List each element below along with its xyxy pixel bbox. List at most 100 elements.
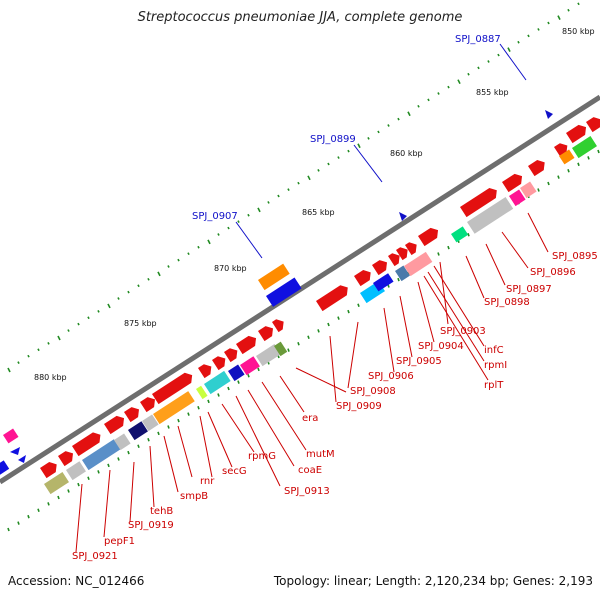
gene-arrow[interactable]: [418, 225, 441, 247]
gene-label[interactable]: SPJ_0913: [284, 486, 330, 497]
gene-arrow[interactable]: [528, 157, 548, 177]
gene-label[interactable]: SPJ_0909: [336, 401, 382, 412]
gene-block[interactable]: [572, 136, 597, 159]
gene-label[interactable]: SPJ_0896: [530, 267, 576, 278]
ruler-tick: [107, 463, 110, 468]
gene-block[interactable]: [0, 460, 10, 477]
gene-block[interactable]: [204, 370, 231, 395]
small-gene-arrow[interactable]: [545, 110, 553, 119]
gene-label[interactable]: SPJ_0903: [440, 326, 486, 337]
gene-arrow[interactable]: [316, 282, 351, 312]
gene-arrow[interactable]: [40, 459, 60, 479]
gene-label[interactable]: rplT: [484, 380, 504, 391]
gene-arrow[interactable]: [586, 114, 600, 133]
callout-line: [207, 411, 233, 468]
gene-arrow[interactable]: [354, 267, 374, 287]
gene-label[interactable]: SPJ_0897: [506, 284, 552, 295]
gene-arrow[interactable]: [140, 394, 158, 413]
gene-label-spj-0899[interactable]: SPJ_0899: [310, 134, 356, 145]
gene-block[interactable]: [274, 341, 288, 357]
gene-arrow[interactable]: [372, 257, 390, 276]
ruler-tick: [277, 194, 280, 198]
gene-label[interactable]: era: [302, 413, 318, 424]
gene-label[interactable]: secG: [222, 466, 247, 477]
ruler-tick: [467, 233, 470, 237]
gene-arrow[interactable]: [72, 430, 104, 457]
gene-block[interactable]: [467, 196, 514, 234]
gene-arrow[interactable]: [388, 251, 403, 267]
gene-label[interactable]: SPJ_0906: [368, 371, 414, 382]
gene-block[interactable]: [508, 189, 526, 207]
gene-arrow[interactable]: [58, 448, 76, 467]
gene-label[interactable]: rpmG: [248, 451, 276, 462]
gene-block[interactable]: [559, 149, 575, 165]
gene-block[interactable]: [373, 273, 394, 292]
gene-block[interactable]: [266, 277, 302, 307]
ruler-tick: [407, 111, 411, 117]
gene-block[interactable]: [520, 181, 537, 199]
ruler-tick: [67, 489, 70, 493]
kbp-label-850: 850 kbp: [562, 27, 595, 36]
gene-label[interactable]: tehB: [150, 506, 173, 517]
gene-arrow[interactable]: [460, 185, 500, 218]
gene-block[interactable]: [114, 433, 131, 451]
gene-block[interactable]: [404, 251, 433, 277]
gene-arrow[interactable]: [566, 122, 589, 144]
ruler-tick: [297, 181, 300, 185]
gene-label[interactable]: coaE: [298, 465, 322, 476]
gene-label[interactable]: mutM: [306, 449, 335, 460]
gene-arrow[interactable]: [236, 333, 259, 355]
gene-block[interactable]: [66, 461, 86, 481]
ruler-tick: [447, 245, 450, 250]
gene-block[interactable]: [256, 344, 281, 367]
callout-line: [279, 375, 305, 413]
gene-label[interactable]: SPJ_0904: [418, 341, 464, 352]
gene-label-spj-0907[interactable]: SPJ_0907: [192, 211, 238, 222]
gene-arrow[interactable]: [502, 171, 525, 193]
ruler-tick: [587, 156, 590, 160]
gene-arrow[interactable]: [124, 404, 142, 423]
gene-block[interactable]: [228, 364, 245, 382]
gene-label[interactable]: infC: [484, 345, 504, 356]
gene-block[interactable]: [395, 265, 410, 282]
gene-label[interactable]: SPJ_0919: [128, 520, 174, 531]
gene-label[interactable]: rnr: [200, 476, 215, 487]
gene-block[interactable]: [44, 472, 69, 495]
gene-label[interactable]: SPJ_0895: [552, 251, 598, 262]
gene-arrow[interactable]: [396, 245, 411, 261]
gene-label[interactable]: rpmI: [484, 360, 507, 371]
gene-arrow[interactable]: [212, 353, 229, 371]
gene-arrow[interactable]: [258, 323, 276, 342]
gene-arrow[interactable]: [198, 361, 215, 379]
ruler-tick: [27, 354, 30, 358]
ruler-tick: [167, 265, 170, 268]
gene-block[interactable]: [82, 439, 121, 471]
gene-block[interactable]: [240, 356, 260, 376]
gene-block[interactable]: [128, 421, 148, 441]
gene-block[interactable]: [258, 263, 290, 291]
gene-block[interactable]: [153, 391, 195, 425]
small-gene-arrow[interactable]: [399, 212, 407, 221]
gene-arrow[interactable]: [104, 413, 127, 435]
gene-label[interactable]: smpB: [180, 491, 208, 502]
gene-label[interactable]: SPJ_0905: [396, 356, 442, 367]
callout-line: [485, 243, 506, 286]
ruler-tick: [7, 527, 10, 532]
small-gene-arrows[interactable]: [10, 447, 26, 463]
gene-label[interactable]: pepF1: [104, 536, 135, 547]
ruler-tick: [347, 309, 350, 314]
callout-line: [427, 271, 485, 362]
gene-block[interactable]: [142, 414, 159, 432]
gene-block[interactable]: [196, 385, 208, 400]
gene-label-spj-0887[interactable]: SPJ_0887: [455, 34, 501, 45]
gene-block[interactable]: [451, 226, 469, 243]
gene-arrow[interactable]: [152, 370, 195, 405]
gene-block[interactable]: [3, 428, 19, 444]
gene-arrow[interactable]: [272, 317, 287, 333]
gene-label[interactable]: SPJ_0908: [350, 386, 396, 397]
gene-arrow[interactable]: [224, 345, 241, 363]
gene-arrow[interactable]: [405, 240, 420, 256]
gene-label[interactable]: SPJ_0898: [484, 297, 530, 308]
gene-label[interactable]: SPJ_0921: [72, 551, 118, 562]
